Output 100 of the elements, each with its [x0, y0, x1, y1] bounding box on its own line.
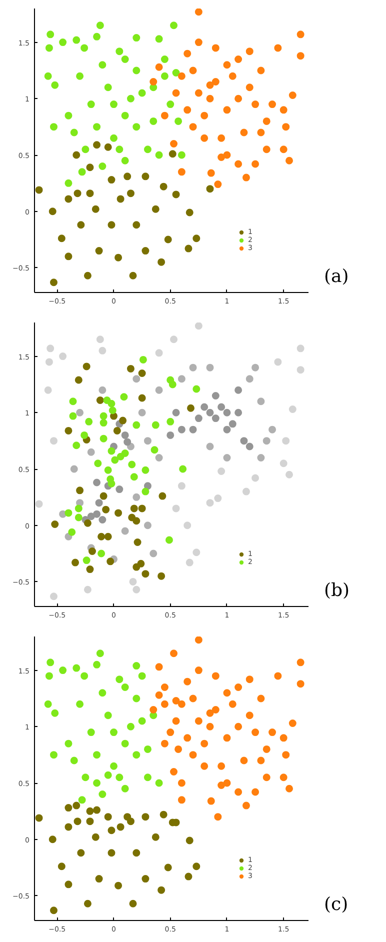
- point: [58, 234, 66, 242]
- point: [70, 465, 78, 473]
- point: [100, 419, 108, 427]
- point: [200, 134, 208, 142]
- point: [223, 408, 231, 416]
- point: [87, 512, 95, 520]
- point: [228, 420, 236, 428]
- point: [129, 578, 137, 586]
- point: [64, 740, 72, 748]
- point: [74, 514, 82, 522]
- point: [96, 396, 104, 404]
- point: [142, 172, 150, 180]
- point: [155, 663, 163, 671]
- point: [168, 380, 176, 388]
- point: [76, 700, 84, 708]
- point: [144, 522, 152, 530]
- point: [234, 386, 242, 394]
- point: [178, 426, 186, 434]
- point: [50, 906, 58, 914]
- point: [98, 532, 106, 540]
- point: [192, 385, 200, 393]
- point: [296, 366, 304, 374]
- point: [110, 100, 118, 108]
- point: [234, 94, 242, 102]
- point: [50, 437, 58, 445]
- point: [194, 89, 202, 97]
- point: [86, 164, 94, 172]
- point: [108, 400, 116, 408]
- point: [165, 536, 173, 544]
- point: [144, 437, 152, 445]
- point: [50, 751, 58, 759]
- point: [172, 696, 180, 704]
- point: [223, 734, 231, 742]
- point: [126, 818, 134, 826]
- point: [104, 771, 112, 779]
- point: [46, 658, 54, 666]
- text: (c): [324, 893, 348, 917]
- point: [172, 408, 180, 416]
- point: [280, 106, 288, 114]
- point: [200, 762, 208, 770]
- point: [206, 722, 214, 730]
- point: [257, 694, 265, 702]
- point: [46, 30, 54, 38]
- point: [137, 560, 145, 568]
- point: [178, 168, 186, 176]
- point: [59, 666, 67, 674]
- point: [194, 717, 202, 725]
- point: [44, 700, 52, 708]
- point: [186, 208, 194, 216]
- point: [214, 813, 222, 821]
- point: [155, 349, 163, 357]
- point: [152, 421, 160, 429]
- point: [150, 117, 158, 125]
- point: [257, 756, 265, 764]
- point: [152, 833, 160, 841]
- point: [116, 195, 124, 203]
- point: [98, 162, 106, 170]
- point: [246, 676, 254, 684]
- point: [72, 151, 80, 159]
- point: [212, 78, 220, 86]
- point: [108, 406, 116, 414]
- point: [166, 100, 174, 108]
- point: [93, 751, 101, 759]
- point: [132, 493, 140, 501]
- point: [87, 100, 95, 108]
- point: [100, 434, 108, 442]
- point: [178, 700, 186, 708]
- point: [274, 672, 282, 680]
- point: [257, 454, 265, 462]
- point: [132, 34, 140, 42]
- point: [262, 774, 270, 782]
- point: [194, 414, 202, 422]
- point: [116, 48, 124, 56]
- point: [178, 779, 186, 787]
- point: [132, 586, 140, 594]
- point: [223, 689, 231, 697]
- point: [104, 813, 112, 821]
- point: [158, 572, 166, 580]
- point: [150, 706, 158, 714]
- point: [138, 717, 146, 725]
- point: [240, 756, 248, 764]
- point: [69, 398, 77, 406]
- point: [234, 788, 242, 796]
- point: [142, 247, 150, 255]
- point: [172, 504, 180, 512]
- point: [130, 504, 138, 512]
- point: [132, 375, 140, 383]
- point: [268, 728, 276, 736]
- point: [48, 208, 56, 216]
- point: [138, 89, 146, 97]
- point: [189, 426, 197, 434]
- point: [126, 94, 134, 102]
- point: [74, 504, 82, 512]
- point: [108, 221, 116, 229]
- point: [84, 519, 92, 527]
- point: [160, 700, 168, 708]
- point: [246, 84, 254, 92]
- point: [142, 875, 150, 883]
- point: [252, 364, 260, 372]
- point: [246, 712, 254, 720]
